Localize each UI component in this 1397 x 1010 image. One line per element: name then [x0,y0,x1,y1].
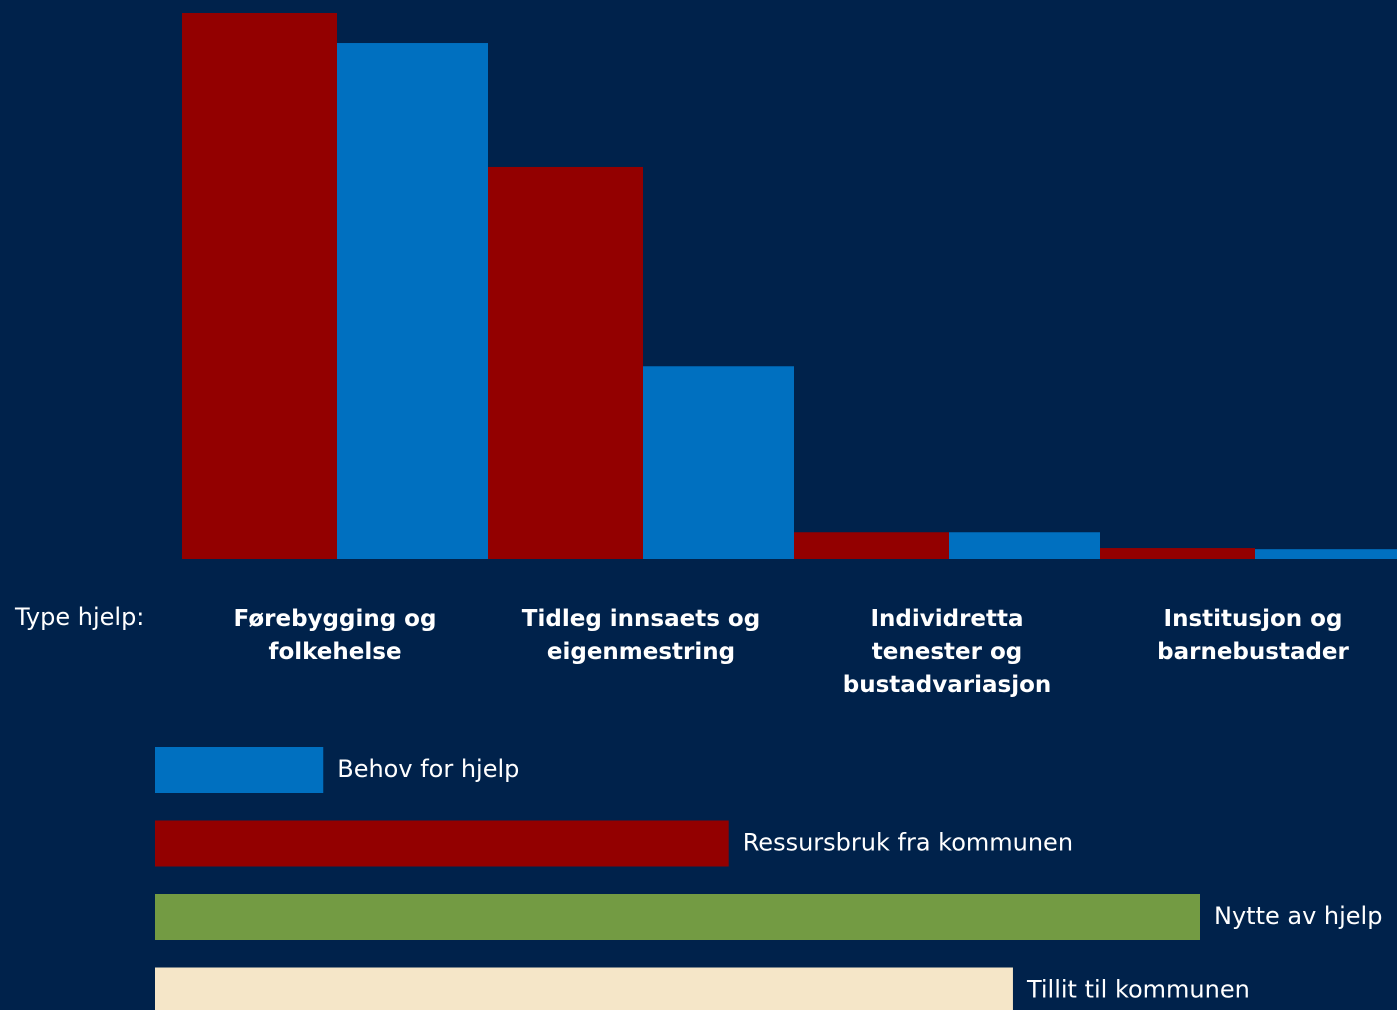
x-tick-label: Førebygging og folkehelse [233,606,437,665]
bar [337,43,488,559]
bar [949,532,1100,559]
bar [155,967,1013,1010]
bar-label: Ressursbruk fra kommunen [743,829,1073,857]
bar-label: Nytte av hjelp [1214,902,1382,930]
bar-label: Behov for hjelp [337,755,519,783]
bar-label: Tillit til kommunen [1026,976,1250,1004]
x-tick-label: Individretta tenester og bustadvariasjon [842,606,1052,698]
x-axis-label: Type hjelp: [15,603,145,631]
bar [155,820,729,867]
bar [182,13,337,559]
bar [155,894,1200,940]
x-tick-label: Tidleg innsaets og eigenmestring [521,606,761,665]
bar [643,366,794,559]
bar [1100,548,1255,559]
bar [1255,549,1397,559]
bar [488,166,643,560]
bar [794,532,949,559]
x-tick-label: Institusjon og barnebustader [1157,606,1349,665]
bar [155,747,324,793]
